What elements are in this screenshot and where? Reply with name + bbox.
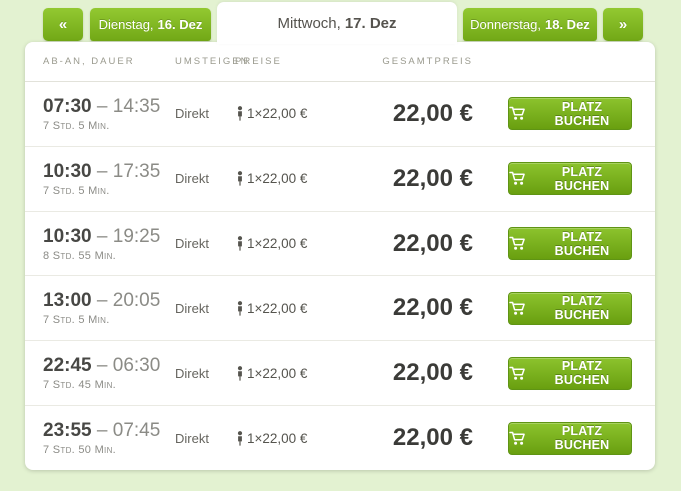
connection-row: 23:55 – 07:45 7 Std. 50 Min. Direkt 1×22… xyxy=(25,405,655,470)
transfer-info: Direkt xyxy=(175,300,209,316)
platz-buchen-button[interactable]: Platz buchen xyxy=(508,356,632,390)
per-passenger-price: 1×22,00 € xyxy=(235,431,380,446)
platz-buchen-button[interactable]: Platz buchen xyxy=(508,97,632,131)
passenger-icon xyxy=(237,300,243,316)
connection-row: 07:30 – 14:35 7 Std. 5 Min. Direkt 1×22,… xyxy=(25,82,655,146)
time-separator: – xyxy=(96,225,108,247)
cart-icon xyxy=(509,171,525,186)
schedule-cell: 13:00 – 20:05 7 Std. 5 Min. xyxy=(43,290,175,326)
cart-icon xyxy=(509,236,525,250)
connection-row: 13:00 – 20:05 7 Std. 5 Min. Direkt 1×22,… xyxy=(25,275,655,340)
per-passenger-price: 1×22,00 € xyxy=(235,366,380,381)
passenger-icon xyxy=(237,236,243,251)
trip-duration: 7 Std. 5 Min. xyxy=(43,314,110,327)
header-prices: PREISE xyxy=(235,56,282,67)
tab-day-label: Donnerstag, xyxy=(470,17,541,32)
tab-date-label: 17. Dez xyxy=(344,14,397,32)
per-passenger-price: 1×22,00 € xyxy=(235,171,380,186)
cart-icon xyxy=(509,301,525,315)
total-price: 22,00 € xyxy=(392,164,473,192)
previous-day-button[interactable]: « xyxy=(43,8,83,41)
header-schedule: AB-AN, DAUER xyxy=(43,56,135,67)
total-price: 22,00 € xyxy=(392,99,473,127)
platz-buchen-button[interactable]: Platz buchen xyxy=(508,162,632,196)
time-separator: – xyxy=(96,355,108,377)
total-price: 22,00 € xyxy=(392,294,473,322)
departure-time: 10:30 xyxy=(43,225,92,247)
passenger-icon xyxy=(237,106,243,122)
per-passenger-price: 1×22,00 € xyxy=(235,106,380,121)
total-price: 22,00 € xyxy=(392,229,473,257)
tab-day-label: Mittwoch, xyxy=(277,14,341,32)
time-separator: – xyxy=(96,420,108,442)
tab-current-day[interactable]: Mittwoch, 17. Dez xyxy=(217,2,457,44)
total-price: 22,00 € xyxy=(392,359,473,387)
total-price: 22,00 € xyxy=(392,424,473,452)
schedule-cell: 10:30 – 17:35 7 Std. 5 Min. xyxy=(43,161,175,197)
cart-icon xyxy=(509,366,525,380)
trip-duration: 8 Std. 55 Min. xyxy=(43,249,116,262)
per-passenger-price: 1×22,00 € xyxy=(235,301,380,316)
tab-date-label: 18. Dez xyxy=(545,17,590,32)
schedule-cell: 07:30 – 14:35 7 Std. 5 Min. xyxy=(43,96,175,132)
departure-time: 22:45 xyxy=(43,355,92,377)
next-day-button[interactable]: » xyxy=(603,8,643,41)
arrival-time: 19:25 xyxy=(112,225,161,247)
platz-buchen-label: Platz buchen xyxy=(554,99,610,128)
date-tabbar: « Dienstag, 16. Dez Mittwoch, 17. Dez Do… xyxy=(0,0,681,44)
connection-row: 10:30 – 17:35 7 Std. 5 Min. Direkt 1×22,… xyxy=(25,145,655,211)
header-transfers: UMSTEIGEN xyxy=(175,56,250,67)
trip-duration: 7 Std. 45 Min. xyxy=(43,379,116,392)
passenger-icon xyxy=(237,171,243,186)
schedule-cell: 22:45 – 06:30 7 Std. 45 Min. xyxy=(43,355,175,391)
connection-row: 10:30 – 19:25 8 Std. 55 Min. Direkt 1×22… xyxy=(25,210,655,276)
transfer-info: Direkt xyxy=(175,430,209,446)
platz-buchen-label: Platz buchen xyxy=(554,229,610,258)
arrival-time: 20:05 xyxy=(112,290,161,312)
schedule-cell: 23:55 – 07:45 7 Std. 50 Min. xyxy=(43,420,175,456)
connection-row: 22:45 – 06:30 7 Std. 45 Min. Direkt 1×22… xyxy=(25,340,655,405)
trip-duration: 7 Std. 5 Min. xyxy=(43,184,110,197)
transfer-info: Direkt xyxy=(175,236,209,252)
platz-buchen-button[interactable]: Platz buchen xyxy=(508,291,632,325)
trip-duration: 7 Std. 50 Min. xyxy=(43,444,116,457)
tab-next-day[interactable]: Donnerstag, 18. Dez xyxy=(463,8,597,41)
trip-duration: 7 Std. 5 Min. xyxy=(43,119,110,132)
time-separator: – xyxy=(96,160,108,182)
time-separator: – xyxy=(96,95,108,117)
arrival-time: 07:45 xyxy=(112,420,161,442)
cart-icon xyxy=(509,107,525,121)
departure-time: 13:00 xyxy=(43,290,92,312)
time-separator: – xyxy=(96,290,108,312)
per-passenger-price: 1×22,00 € xyxy=(235,236,380,251)
arrival-time: 06:30 xyxy=(112,355,161,377)
passenger-icon xyxy=(237,365,243,381)
platz-buchen-label: Platz buchen xyxy=(554,359,610,388)
tab-day-label: Dienstag, xyxy=(98,17,154,32)
arrival-time: 17:35 xyxy=(112,160,161,182)
header-total-price: GESAMTPREIS xyxy=(382,56,473,67)
arrival-time: 14:35 xyxy=(112,95,161,117)
departure-time: 10:30 xyxy=(43,160,92,182)
platz-buchen-button[interactable]: Platz buchen xyxy=(508,421,632,455)
transfer-info: Direkt xyxy=(175,106,209,122)
tab-previous-day[interactable]: Dienstag, 16. Dez xyxy=(90,8,211,41)
platz-buchen-label: Platz buchen xyxy=(554,424,610,453)
platz-buchen-button[interactable]: Platz buchen xyxy=(508,227,632,261)
tab-date-label: 16. Dez xyxy=(157,17,203,32)
passenger-icon xyxy=(237,430,243,446)
cart-icon xyxy=(509,431,525,445)
transfer-info: Direkt xyxy=(175,365,209,381)
platz-buchen-label: Platz buchen xyxy=(554,164,610,193)
platz-buchen-label: Platz buchen xyxy=(554,294,610,323)
transfer-info: Direkt xyxy=(175,171,209,187)
connections-card: AB-AN, DAUER UMSTEIGEN PREISE GESAMTPREI… xyxy=(25,42,655,470)
departure-time: 23:55 xyxy=(43,420,92,442)
departure-time: 07:30 xyxy=(43,95,92,117)
table-header-row: AB-AN, DAUER UMSTEIGEN PREISE GESAMTPREI… xyxy=(25,42,655,82)
schedule-cell: 10:30 – 19:25 8 Std. 55 Min. xyxy=(43,226,175,262)
